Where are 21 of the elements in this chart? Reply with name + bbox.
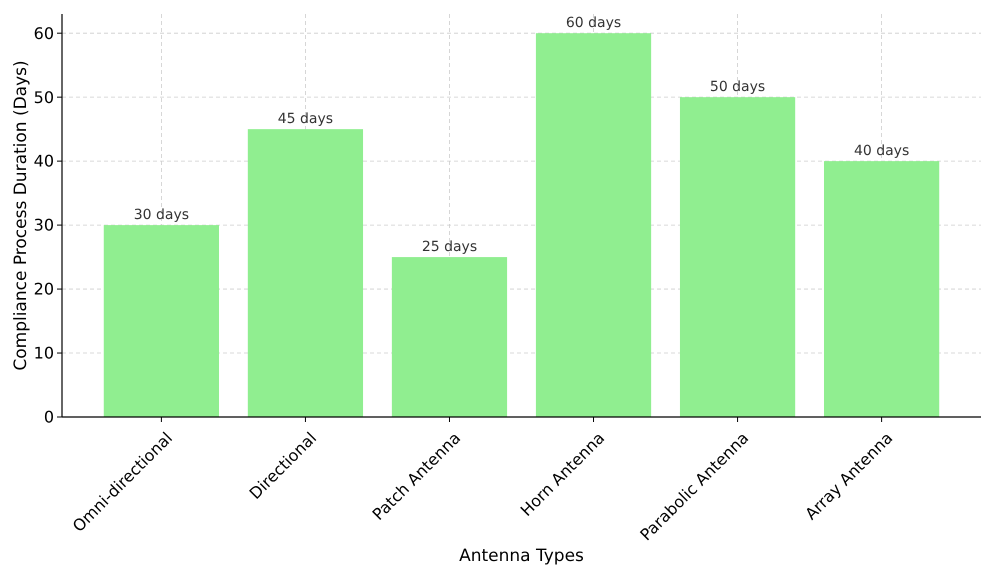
bar [536,33,652,417]
data-label: 25 days [422,239,478,256]
data-label: 40 days [854,143,910,160]
bar [392,257,508,417]
bar [680,97,796,417]
bar [824,161,940,417]
data-label: 60 days [566,15,622,32]
y-tick-label: 20 [34,280,54,299]
y-tick-label: 50 [34,88,54,107]
data-label: 50 days [710,79,766,96]
bar [248,129,364,417]
y-tick-label: 0 [44,408,54,427]
data-label: 45 days [278,111,334,128]
data-label: 30 days [134,207,190,224]
y-tick-label: 10 [34,344,54,363]
y-tick-label: 40 [34,152,54,171]
y-axis-title: Compliance Process Duration (Days) [11,60,31,371]
x-axis-title: Antenna Types [459,546,584,566]
bar [104,225,220,417]
y-tick-label: 60 [34,24,54,43]
y-tick-label: 30 [34,216,54,235]
